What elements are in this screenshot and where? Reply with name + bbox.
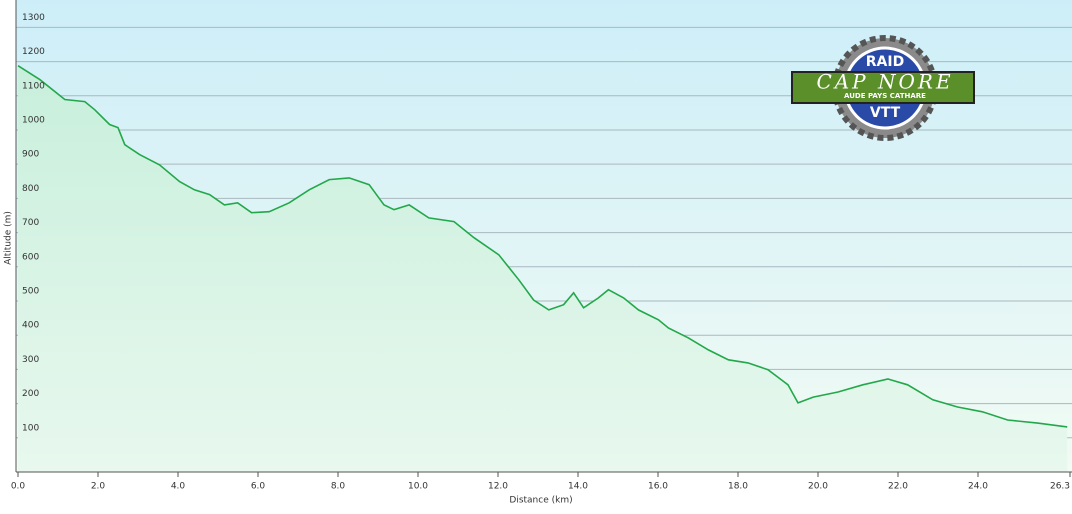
y-tick-label: 300: [22, 355, 39, 365]
x-tick-label: 4.0: [171, 482, 186, 492]
x-tick-label: 26.3: [1050, 482, 1070, 492]
logo-name: CAP NORE: [816, 70, 953, 94]
logo-bottom: VTT: [870, 105, 901, 121]
x-tick-label: 6.0: [251, 482, 266, 492]
x-tick-label: 10.0: [408, 482, 428, 492]
x-tick-label: 18.0: [728, 482, 748, 492]
x-tick-label: 12.0: [488, 482, 508, 492]
y-tick-label: 100: [22, 423, 39, 433]
altitude-line: [17, 65, 1068, 428]
x-tick-label: 0.0: [11, 482, 26, 492]
y-axis-label: Altitude (m): [4, 211, 14, 265]
y-tick-label: 500: [22, 286, 39, 296]
y-tick-label: 900: [22, 150, 39, 160]
x-tick-label: 22.0: [888, 482, 908, 492]
x-tick-label: 24.0: [968, 482, 988, 492]
y-tick-label: 800: [22, 184, 39, 194]
y-tick-label: 1300: [22, 13, 45, 23]
y-tick-label: 1100: [22, 81, 45, 91]
logo-top: RAID: [866, 54, 904, 70]
logo-region: AUDE PAYS CATHARE: [844, 92, 926, 100]
y-tick-label: 200: [22, 389, 39, 399]
x-tick-label: 14.0: [568, 482, 588, 492]
y-tick-label: 1000: [22, 115, 45, 125]
x-tick-label: 8.0: [331, 482, 346, 492]
y-tick-label: 600: [22, 252, 39, 262]
y-tick-label: 1200: [22, 47, 45, 57]
y-tick-label: 400: [22, 321, 39, 331]
x-tick-label: 20.0: [808, 482, 828, 492]
logo-banner: [791, 71, 975, 104]
logo: RAID CAP NORE AUDE PAYS CATHARE VTT: [791, 35, 975, 141]
x-tick-label: 2.0: [91, 482, 106, 492]
x-tick-label: 16.0: [648, 482, 668, 492]
x-axis-label: Distance (km): [509, 496, 572, 506]
y-tick-label: 700: [22, 218, 39, 228]
area-fill: [18, 65, 1068, 472]
